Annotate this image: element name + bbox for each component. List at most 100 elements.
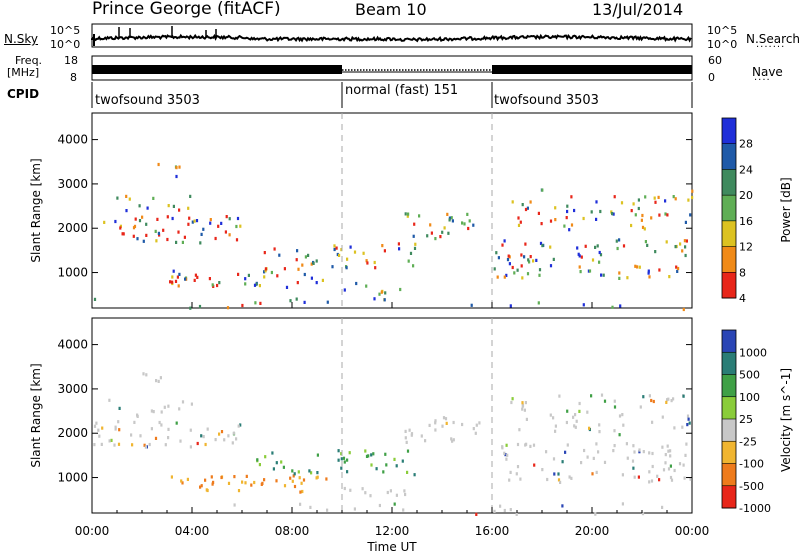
range-gate-cell xyxy=(253,480,256,485)
range-gate-cell xyxy=(467,226,470,231)
range-gate-cell xyxy=(326,508,329,512)
range-gate-cell xyxy=(650,216,653,220)
range-gate-cell xyxy=(298,476,301,480)
range-gate-cell xyxy=(338,253,341,257)
range-gate-cell xyxy=(648,275,651,279)
range-gate-cell xyxy=(638,450,641,454)
range-gate-cell xyxy=(681,249,684,253)
range-gate-cell xyxy=(495,251,498,255)
ylabel: Slant Range [km] xyxy=(29,363,43,467)
range-gate-cell xyxy=(258,463,261,467)
range-gate-cell xyxy=(210,475,213,479)
range-gate-cell xyxy=(451,219,454,223)
range-gate-cell xyxy=(508,478,511,482)
range-gate-cell xyxy=(321,278,324,282)
range-gate-cell xyxy=(611,305,614,309)
range-gate-cell xyxy=(134,217,137,221)
range-gate-cell xyxy=(523,408,526,412)
power-colorbar-label: Power [dB] xyxy=(779,177,793,242)
range-gate-cell xyxy=(516,442,520,447)
range-gate-cell xyxy=(552,257,555,261)
range-gate-cell xyxy=(670,399,673,403)
range-gate-cell xyxy=(493,267,496,271)
range-gate-cell xyxy=(206,488,209,493)
range-gate-cell xyxy=(444,417,448,421)
range-gate-cell xyxy=(342,456,346,460)
range-gate-cell xyxy=(641,225,645,229)
range-gate-cell xyxy=(189,306,192,310)
range-gate-cell xyxy=(349,245,352,249)
range-gate-cell xyxy=(236,216,240,221)
range-gate-cell xyxy=(578,265,581,269)
range-gate-cell xyxy=(223,438,226,442)
range-gate-cell xyxy=(426,234,429,238)
range-gate-cell xyxy=(603,399,607,403)
range-gate-cell xyxy=(405,440,408,444)
colorbar-swatch xyxy=(722,374,736,398)
noise-right-tick-bottom: 10^0 xyxy=(707,38,738,51)
range-gate-cell xyxy=(640,218,643,222)
range-gate-cell xyxy=(209,218,212,222)
range-gate-cell xyxy=(237,272,240,276)
freq-left-tick-bottom: 8 xyxy=(70,71,77,84)
range-gate-cell xyxy=(346,470,349,474)
range-gate-cell xyxy=(590,394,593,398)
range-gate-cell xyxy=(664,199,667,203)
range-gate-cell xyxy=(113,443,116,447)
range-gate-cell xyxy=(299,502,302,506)
range-gate-cell xyxy=(568,228,571,232)
range-gate-cell xyxy=(157,162,160,167)
range-gate-cell xyxy=(691,195,694,200)
colorbar-swatch xyxy=(722,272,736,299)
colorbar-swatch xyxy=(722,143,736,170)
range-gate-cell xyxy=(647,271,650,275)
range-gate-cell xyxy=(397,242,400,246)
range-gate-cell xyxy=(362,251,365,255)
range-gate-cell xyxy=(154,229,157,233)
range-gate-cell xyxy=(566,443,569,447)
range-gate-cell xyxy=(310,262,313,266)
range-gate-cell xyxy=(518,428,521,432)
range-gate-cell xyxy=(574,413,577,417)
noise-frame xyxy=(91,23,693,48)
range-gate-cell xyxy=(526,206,529,210)
range-gate-cell xyxy=(162,228,165,232)
range-gate-cell xyxy=(434,428,437,432)
range-gate-cell xyxy=(331,265,334,269)
range-gate-cell xyxy=(573,208,576,213)
freq-band-segment-1 xyxy=(92,65,342,74)
range-gate-cell xyxy=(667,397,670,401)
range-gate-cell xyxy=(345,266,348,270)
range-gate-cell xyxy=(574,425,577,429)
range-gate-cell xyxy=(166,215,169,219)
range-gate-cell xyxy=(200,484,203,488)
range-gate-cell xyxy=(254,301,257,305)
range-gate-cell xyxy=(651,451,654,456)
range-gate-cell xyxy=(119,224,122,228)
range-gate-cell xyxy=(666,213,669,217)
range-gate-cell xyxy=(108,398,111,402)
range-gate-cell xyxy=(241,480,244,484)
range-gate-cell xyxy=(159,376,162,380)
range-gate-cell xyxy=(493,509,496,513)
range-gate-cell xyxy=(340,452,343,456)
range-gate-cell xyxy=(237,489,241,493)
range-gate-cell xyxy=(315,281,318,285)
range-gate-cell xyxy=(178,165,181,169)
range-gate-cell xyxy=(227,434,230,438)
beam-title: Beam 10 xyxy=(355,0,427,19)
range-gate-cell xyxy=(528,260,531,264)
range-gate-cell xyxy=(520,264,523,268)
range-gate-cell xyxy=(333,247,336,252)
range-gate-cell xyxy=(195,219,199,223)
range-gate-cell xyxy=(568,475,571,479)
range-gate-cell xyxy=(508,262,511,266)
colorbar-swatch xyxy=(722,118,736,145)
range-gate-cell xyxy=(546,477,549,482)
range-gate-cell xyxy=(561,460,564,464)
range-gate-cell xyxy=(228,217,231,221)
range-gate-cell xyxy=(93,297,97,301)
range-gate-cell xyxy=(167,436,170,440)
range-gate-cell xyxy=(383,298,386,302)
range-gate-cell xyxy=(636,265,639,269)
